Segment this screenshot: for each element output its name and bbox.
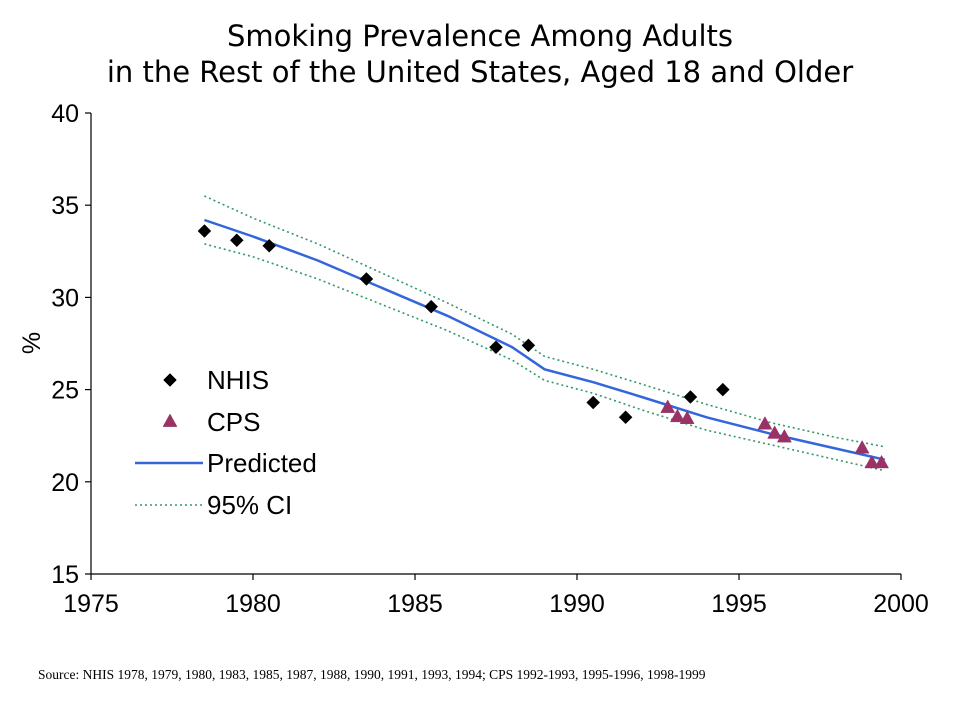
y-axis-label: % bbox=[18, 332, 46, 354]
nhis-point bbox=[586, 395, 601, 410]
y-tick-label: 35 bbox=[51, 192, 79, 220]
chart-subtitle: in the Rest of the United States, Aged 1… bbox=[106, 55, 854, 89]
legend-label: CPS bbox=[207, 407, 260, 437]
cps-point bbox=[854, 440, 870, 454]
nhis-point bbox=[359, 272, 374, 286]
nhis-point bbox=[715, 382, 730, 397]
legend-cps-marker bbox=[162, 413, 178, 427]
axes: 15 20 25 30 35 40 1975 1980 1985 1990 1995 2000 bbox=[51, 100, 929, 618]
cps-point bbox=[864, 454, 880, 469]
legend: NHIS CPS Predicted 95% CI bbox=[135, 365, 317, 520]
x-tick-label: 1975 bbox=[63, 590, 119, 618]
x-tick-label: 1990 bbox=[549, 590, 605, 618]
x-tick-label: 1980 bbox=[225, 590, 281, 618]
x-tick-label: 1995 bbox=[711, 590, 767, 618]
ci-upper-line bbox=[204, 195, 885, 448]
nhis-point bbox=[521, 338, 536, 353]
cps-point bbox=[767, 425, 783, 439]
nhis-point bbox=[197, 224, 212, 238]
nhis-point bbox=[489, 340, 503, 355]
legend-label: NHIS bbox=[207, 365, 269, 395]
nhis-point bbox=[262, 238, 277, 253]
legend-nhis-marker bbox=[163, 373, 177, 387]
cps-point bbox=[660, 399, 676, 413]
predicted-line bbox=[203, 218, 886, 461]
nhis-point bbox=[424, 299, 439, 314]
legend-label: 95% CI bbox=[207, 490, 292, 520]
x-tick-label: 2000 bbox=[873, 590, 929, 618]
cps-point bbox=[776, 429, 792, 443]
y-tick-label: 30 bbox=[51, 284, 79, 312]
chart-title: Smoking Prevalence Among Adults bbox=[226, 19, 734, 53]
y-tick-label: 20 bbox=[51, 469, 79, 497]
chart-title-block: Smoking Prevalence Among Adults in the R… bbox=[0, 18, 960, 90]
y-tick-label: 25 bbox=[51, 377, 79, 405]
y-tick-label: 40 bbox=[51, 100, 79, 128]
y-tick-label: 15 bbox=[51, 561, 79, 589]
nhis-point bbox=[683, 390, 698, 404]
source-note: Source: NHIS 1978, 1979, 1980, 1983, 198… bbox=[38, 667, 706, 682]
x-tick-label: 1985 bbox=[387, 590, 443, 618]
data-markers bbox=[197, 224, 889, 469]
cps-point bbox=[874, 454, 889, 469]
nhis-point bbox=[229, 233, 244, 248]
predicted-line-group bbox=[203, 218, 886, 461]
cps-point bbox=[757, 416, 773, 430]
nhis-point bbox=[618, 410, 633, 425]
legend-label: Predicted bbox=[207, 448, 317, 478]
ci-lines bbox=[204, 195, 885, 472]
cps-point bbox=[679, 410, 695, 424]
cps-point bbox=[670, 408, 685, 423]
